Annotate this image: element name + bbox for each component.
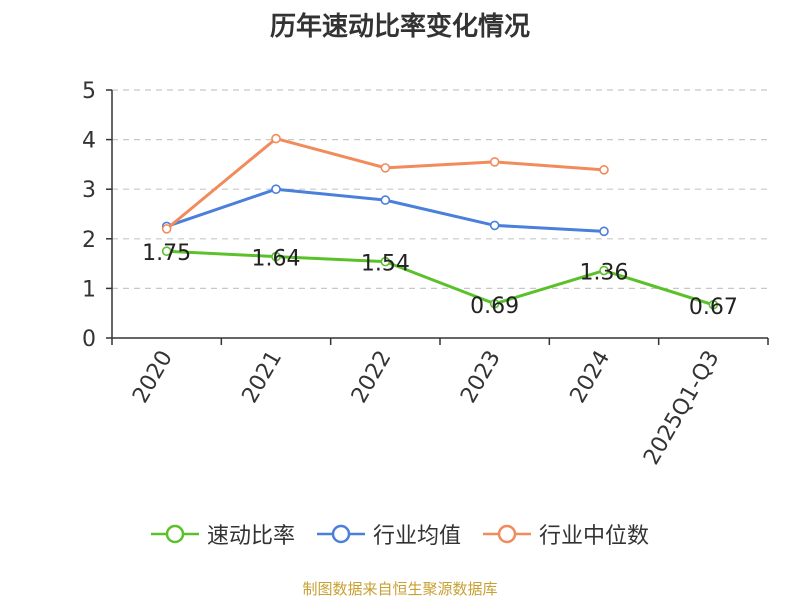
y-tick-label: 4 (82, 129, 96, 154)
legend-swatch (150, 524, 199, 544)
series-line (166, 249, 714, 307)
data-label: 1.36 (580, 261, 629, 286)
data-point (599, 226, 609, 237)
data-point (380, 163, 391, 173)
legend-label: 速动比率 (206, 524, 295, 549)
data-label: 1.75 (142, 241, 191, 266)
data-point (380, 256, 391, 267)
y-tick-label: 5 (82, 79, 96, 104)
data-label: 1.54 (361, 252, 410, 277)
legend-item[interactable]: 行业均值 (316, 518, 461, 550)
x-tick-label: 2022 (347, 347, 397, 408)
legend-swatch (316, 524, 365, 544)
series-line (165, 137, 605, 231)
legend-item[interactable]: 行业中位数 (483, 518, 649, 550)
x-tick-label: 2023 (456, 346, 506, 407)
y-tick-label: 3 (82, 178, 96, 203)
x-tick-label: 2020 (128, 347, 178, 408)
data-point (489, 220, 500, 231)
chart-title: 历年速动比率变化情况 (269, 12, 530, 42)
legend-swatch-marker (331, 524, 351, 544)
axes: 0 1 2 3 4 5 2020 2021 2022 2023 2024 2025Q1-Q3 (82, 79, 769, 470)
data-label: 0.69 (470, 294, 519, 319)
data-point (599, 165, 609, 175)
data-point (599, 265, 609, 276)
legend: 速动比率 行业均值 行业中位数 (0, 518, 800, 550)
data-point (271, 184, 281, 194)
data-point (708, 299, 719, 310)
legend-swatch (483, 524, 531, 544)
series-lines (161, 133, 719, 310)
x-tick-label: 2021 (238, 347, 288, 408)
legend-swatch-marker (497, 524, 517, 544)
data-point (161, 246, 172, 256)
x-tick-label: 2024 (566, 347, 616, 408)
source-note: 制图数据来自恒生聚源数据库 (302, 580, 498, 598)
y-tick-label: 2 (82, 228, 96, 253)
data-label: 0.67 (689, 295, 738, 320)
legend-item[interactable]: 速动比率 (150, 518, 295, 550)
legend-label: 行业均值 (372, 524, 461, 549)
data-point (271, 251, 281, 262)
data-point (380, 195, 391, 205)
data-point (489, 298, 500, 309)
data-point (489, 157, 500, 167)
legend-label: 行业中位数 (539, 524, 650, 549)
data-labels: 1.75 1.64 1.54 0.69 1.36 0.67 (142, 241, 738, 320)
legend-swatch-marker (165, 524, 185, 544)
y-tick-label: 0 (82, 327, 96, 352)
data-label: 1.64 (252, 247, 301, 272)
grid-lines (112, 89, 768, 289)
data-point (271, 133, 281, 144)
y-tick-label: 1 (82, 277, 96, 302)
x-tick-label: 2025Q1-Q3 (639, 347, 724, 470)
data-point (161, 224, 172, 234)
